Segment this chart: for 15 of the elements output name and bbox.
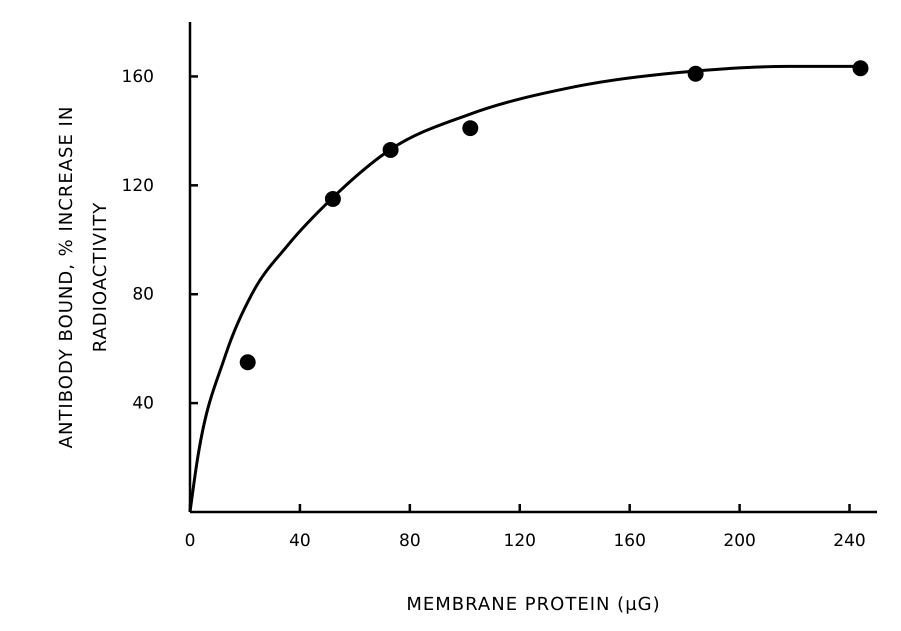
x-tick-label: 40 — [289, 531, 311, 552]
y-tick-label: 80 — [132, 284, 154, 305]
x-tick-label: 160 — [613, 531, 646, 552]
point — [462, 120, 478, 136]
x-tick-label: 240 — [833, 531, 866, 552]
x-tick-label: 80 — [399, 531, 421, 552]
x-tick-label: 200 — [723, 531, 756, 552]
point — [240, 354, 256, 370]
x-tick-label: 120 — [504, 531, 536, 552]
x-tick-label: 0 — [184, 531, 196, 552]
y-tick-label: 40 — [132, 394, 154, 414]
y-tick-label: 160 — [122, 66, 154, 87]
y-tick-label: 120 — [122, 176, 154, 196]
y-axis-title: ANTIBODY BOUND, % INCREASE IN RADIOACTIVITY — [56, 106, 111, 448]
x-axis-title: MEMBRANE PROTEIN (μG) — [406, 594, 661, 615]
